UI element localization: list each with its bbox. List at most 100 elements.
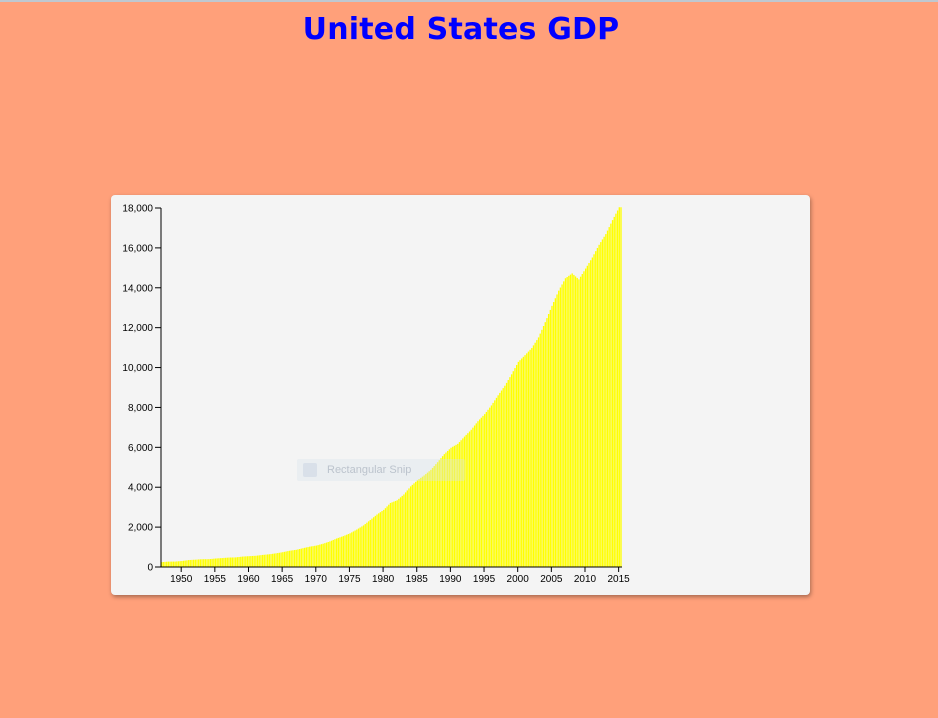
gdp-bar	[435, 464, 437, 567]
gdp-bar	[325, 542, 328, 567]
gdp-bar	[376, 514, 378, 567]
gdp-bar	[172, 561, 175, 567]
gdp-bar	[304, 547, 306, 567]
x-tick-label: 1980	[372, 574, 395, 585]
gdp-bar	[297, 549, 299, 567]
gdp-bar	[364, 524, 366, 567]
gdp-bar	[315, 545, 318, 567]
gdp-bar	[566, 277, 568, 567]
gdp-bar	[324, 543, 326, 567]
gdp-bar	[492, 402, 494, 567]
gdp-bar	[472, 427, 474, 567]
gdp-bar	[342, 536, 345, 567]
gdp-bar	[309, 546, 311, 567]
y-tick-label: 2,000	[128, 523, 153, 534]
gdp-bar	[554, 298, 557, 567]
gdp-bar	[591, 257, 594, 567]
gdp-bar	[502, 388, 504, 567]
gdp-bar	[598, 244, 600, 568]
gdp-bar	[616, 210, 619, 567]
gdp-bar	[595, 251, 597, 567]
gdp-bar	[605, 234, 607, 567]
y-tick-label: 8,000	[128, 403, 153, 414]
x-tick-label: 1985	[406, 574, 429, 585]
gdp-bar	[270, 554, 272, 567]
gdp-bar	[320, 544, 323, 567]
gdp-bar	[275, 553, 277, 567]
gdp-bar	[236, 557, 239, 567]
y-tick-label: 10,000	[122, 363, 153, 374]
gdp-bar	[408, 488, 410, 567]
gdp-bar	[329, 541, 331, 567]
gdp-bar	[384, 508, 387, 567]
gdp-bar	[470, 429, 472, 567]
gdp-bar	[179, 561, 181, 567]
gdp-bar	[322, 543, 324, 567]
gdp-bar	[443, 454, 445, 567]
snip-tooltip-ghost: Rectangular Snip	[297, 459, 465, 481]
gdp-bar	[500, 390, 503, 567]
gdp-bar	[563, 281, 565, 567]
gdp-bar	[573, 274, 575, 567]
gdp-bar	[529, 349, 531, 567]
gdp-bar	[578, 279, 580, 567]
gdp-bar	[569, 274, 572, 567]
gdp-bar	[526, 353, 528, 567]
x-axis: 1950 1955 1960 1965 1970 1975 1980 1985 1990 1995…	[161, 566, 630, 585]
gdp-bar	[367, 521, 370, 567]
gdp-bar	[383, 509, 385, 567]
gdp-bar	[586, 265, 588, 567]
gdp-bar	[186, 560, 188, 567]
gdp-bar	[292, 550, 294, 567]
gdp-bar	[161, 562, 163, 567]
gdp-bar	[475, 423, 477, 567]
gdp-bar	[524, 355, 526, 567]
gdp-bar	[547, 314, 550, 567]
gdp-bar	[544, 322, 546, 567]
gdp-bar	[265, 554, 267, 567]
gdp-bar	[404, 492, 407, 567]
gdp-bar	[463, 436, 466, 567]
gdp-bar	[484, 414, 486, 567]
gdp-bar	[460, 440, 462, 567]
gdp-bar	[356, 529, 358, 567]
gdp-bar	[588, 263, 590, 567]
gdp-bar	[556, 294, 558, 567]
gdp-bar	[452, 446, 454, 567]
gdp-bar	[240, 556, 242, 567]
gdp-bar	[393, 501, 395, 567]
gdp-bar	[268, 554, 271, 567]
gdp-bar	[330, 540, 333, 567]
gdp-bar	[423, 475, 425, 567]
gdp-bar	[448, 449, 451, 567]
gdp-bar	[581, 273, 583, 567]
gdp-bar	[344, 535, 346, 567]
gdp-bar	[181, 561, 183, 567]
gdp-bar	[177, 561, 180, 567]
gdp-bar	[381, 511, 383, 567]
gdp-bar	[250, 556, 252, 567]
gdp-bar	[327, 542, 329, 567]
gdp-bar	[256, 555, 259, 567]
gdp-bar	[241, 556, 244, 567]
x-tick-label: 1970	[305, 574, 328, 585]
gdp-bar	[285, 551, 287, 567]
gdp-bar	[277, 553, 279, 567]
gdp-bar	[272, 553, 274, 567]
gdp-bar	[386, 506, 388, 567]
gdp-bar	[447, 450, 449, 567]
gdp-bar	[201, 559, 203, 567]
gdp-bar	[389, 502, 392, 567]
gdp-bar	[410, 486, 412, 567]
x-tick-label: 1950	[170, 574, 193, 585]
gdp-bar	[216, 558, 218, 567]
gdp-bar	[487, 409, 489, 567]
gdp-bar	[574, 276, 577, 567]
gdp-bar	[349, 533, 351, 567]
gdp-bar	[403, 494, 405, 567]
gdp-bar	[553, 302, 555, 567]
gdp-bar	[561, 284, 563, 567]
y-tick-label: 12,000	[122, 323, 153, 334]
gdp-bar	[238, 557, 240, 567]
x-tick-label: 1995	[473, 574, 496, 585]
